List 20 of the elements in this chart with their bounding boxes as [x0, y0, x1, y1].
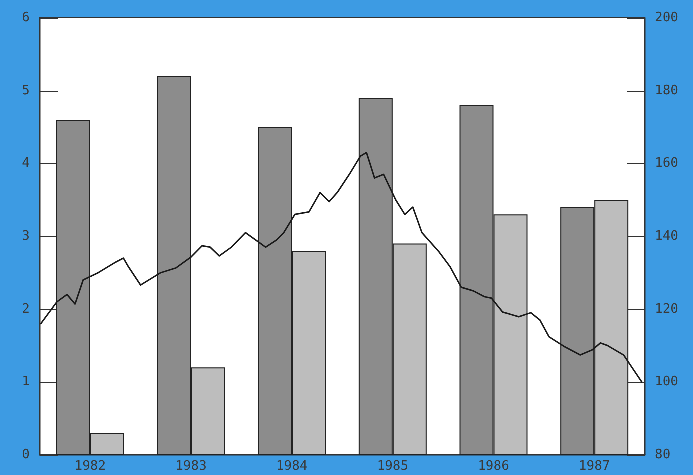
x-tick-label: 1982: [74, 459, 106, 474]
y-tick-label: 2: [22, 302, 30, 317]
y-tick-label: 6: [22, 10, 30, 26]
y2-tick-label: 160: [655, 156, 678, 172]
y2-tick-label: 80: [655, 448, 671, 462]
y2-tick-label: 140: [655, 229, 678, 244]
y-tick-label: 1: [22, 374, 30, 390]
x-tick-label: 1985: [377, 459, 409, 474]
y2-tick-label: 180: [655, 83, 678, 98]
y2-tick-label: 100: [655, 374, 678, 390]
y-tick-label: 3: [22, 229, 30, 244]
y2-tick-label: 200: [655, 10, 678, 26]
y2-tick-label: 120: [655, 302, 678, 317]
x-tick-label: 1983: [176, 459, 207, 474]
x-tick-label: 1984: [276, 459, 308, 474]
x-tick-label: 1987: [578, 459, 610, 474]
x-tick-label: 1986: [478, 459, 510, 474]
y-tick-label: 4: [22, 156, 30, 172]
y-tick-label: 0: [22, 448, 30, 462]
y-tick-label: 5: [22, 83, 30, 98]
